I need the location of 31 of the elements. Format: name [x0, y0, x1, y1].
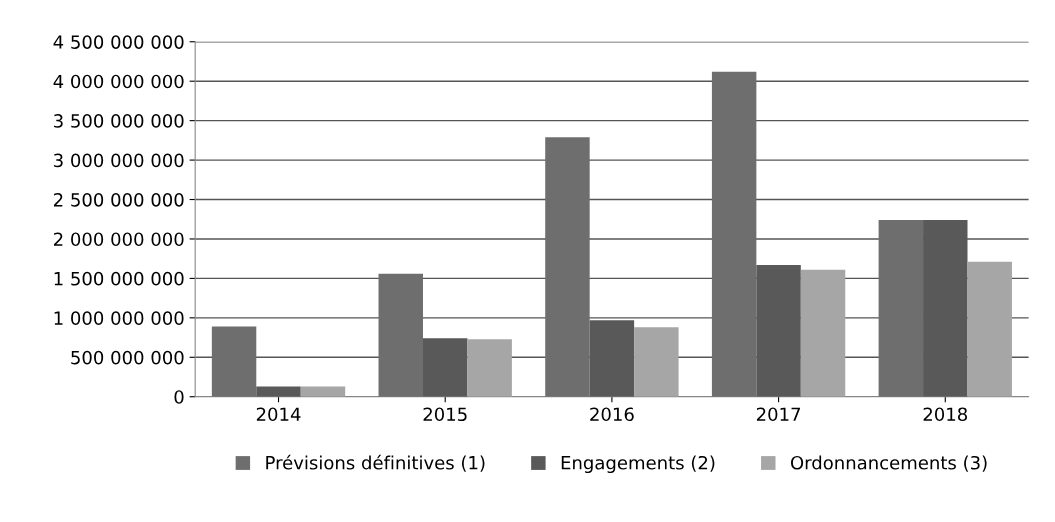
x-tick-label: 2018	[923, 407, 968, 422]
legend-label: Engagements (2)	[561, 455, 715, 474]
x-tick-label: 2014	[256, 407, 301, 422]
y-tick-label: 500 000 000	[71, 350, 184, 365]
y-tick-label: 3 500 000 000	[54, 114, 184, 128]
bar	[422, 338, 468, 397]
x-tick-label: 2017	[756, 407, 801, 422]
bar	[711, 71, 757, 397]
bar	[211, 326, 257, 397]
y-tick-label: 0	[174, 390, 184, 404]
y-tick-label: 4 000 000 000	[53, 74, 184, 89]
bar	[800, 269, 846, 397]
x-tick-label: 2016	[590, 407, 634, 422]
x-tick-label: 2015	[423, 407, 467, 422]
bar	[545, 137, 590, 397]
bar	[256, 386, 301, 397]
y-tick-label: 4 500 000 000	[53, 35, 184, 49]
y-tick-label: 2 000 000 000	[53, 232, 184, 247]
legend-label: Prévisions définitives (1)	[266, 454, 485, 472]
bar	[378, 273, 423, 397]
y-tick-label: 3 000 000 000	[54, 153, 184, 168]
y-tick-label: 2 500 000 000	[53, 192, 184, 207]
legend-label: Ordonnancements (3)	[790, 455, 987, 472]
y-tick-label: 1 500 000 000	[54, 271, 184, 286]
bar	[300, 386, 346, 397]
bar	[878, 220, 924, 397]
bar	[967, 261, 1012, 397]
bar	[467, 339, 512, 397]
y-tick-label: 1 000 000 000	[54, 311, 184, 325]
bar	[634, 327, 679, 397]
bar	[756, 264, 801, 397]
